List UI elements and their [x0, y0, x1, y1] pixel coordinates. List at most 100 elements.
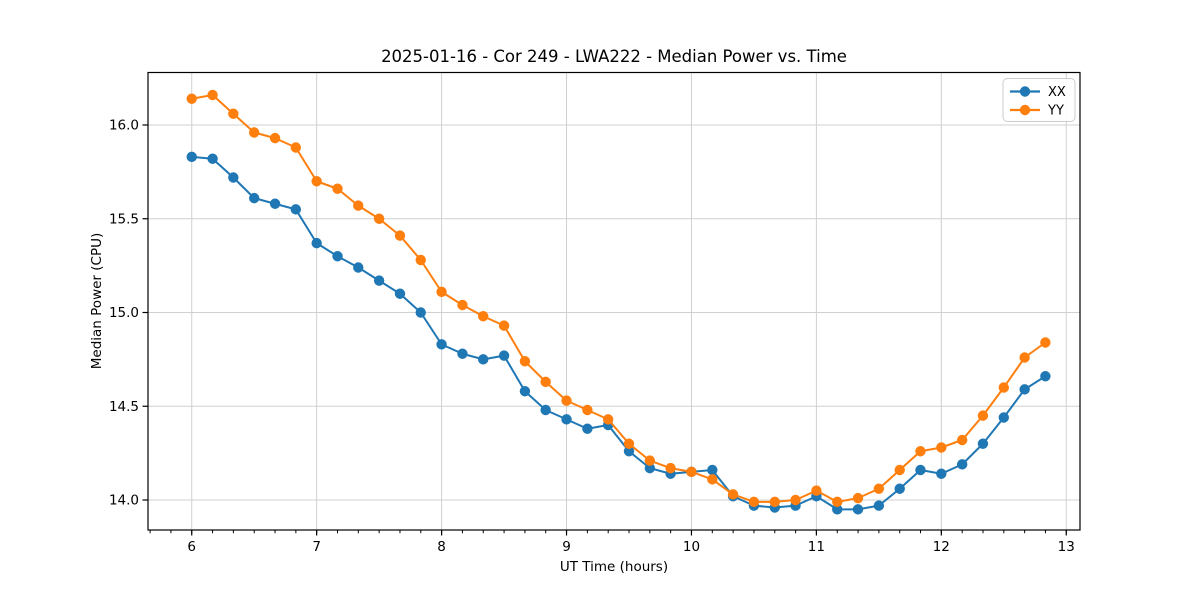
data-point-xx [332, 251, 343, 262]
data-point-yy [436, 286, 447, 298]
legend-label: YY [1047, 104, 1064, 119]
x-axis-label: UT Time (hours) [559, 559, 669, 575]
data-point-yy [623, 438, 635, 449]
data-point-xx [644, 462, 656, 474]
data-point-yy [915, 446, 926, 457]
data-point-yy [311, 176, 322, 187]
legend-label: XX [1048, 85, 1066, 100]
data-point-yy [1019, 352, 1030, 363]
data-point-xx [457, 348, 468, 359]
x-axis: 6 7 8 9 10 11 12 13 [149, 530, 1075, 555]
data-point-xx [894, 483, 905, 494]
data-point-yy [269, 132, 281, 144]
plot-frame [147, 71, 1081, 531]
data-point-yy [998, 382, 1009, 393]
data-point-yy [686, 466, 697, 478]
data-point-yy [582, 404, 593, 416]
data-point-xx [519, 386, 531, 397]
data-point-yy [790, 494, 801, 506]
data-point-yy [665, 462, 676, 474]
data-point-yy [478, 311, 489, 322]
data-point-yy [457, 299, 468, 311]
series-yy [186, 89, 1051, 508]
x-tick-label: 6 [187, 539, 196, 555]
data-point-yy [394, 230, 406, 241]
data-point-yy [332, 183, 343, 194]
data-point-xx [186, 151, 197, 163]
data-point-xx [707, 464, 718, 476]
x-tick-label: 9 [562, 539, 571, 555]
data-point-xx [540, 404, 551, 416]
series-line-yy [191, 94, 1046, 503]
data-point-yy [373, 213, 385, 224]
data-point-yy [707, 474, 718, 485]
y-axis-label: Median Power (CPU) [89, 232, 105, 370]
data-point-yy [748, 496, 760, 508]
x-tick-label: 7 [312, 539, 321, 555]
data-point-yy [353, 200, 364, 211]
data-point-yy [977, 410, 989, 421]
data-point-xx [998, 412, 1009, 423]
data-point-xx [228, 172, 239, 183]
data-point-yy [1040, 337, 1051, 348]
data-point-yy [832, 496, 843, 508]
data-point-xx [873, 500, 885, 511]
data-point-yy [852, 492, 864, 504]
data-point-yy [290, 142, 301, 153]
data-point-yy [727, 489, 739, 500]
y-tick-label: 14.5 [109, 399, 139, 415]
y-tick-label: 16.0 [109, 118, 139, 134]
y-tick-label: 14.0 [109, 493, 139, 509]
data-point-yy [769, 496, 780, 508]
data-point-xx [311, 237, 322, 249]
data-point-yy [956, 434, 968, 446]
legend-marker [1019, 104, 1031, 116]
data-point-yy [228, 108, 239, 119]
x-tick-label: 11 [808, 539, 825, 555]
x-tick-label: 12 [933, 539, 950, 555]
data-point-xx [915, 464, 926, 476]
data-point-xx [977, 438, 989, 449]
data-point-xx [415, 307, 426, 318]
legend-entry-yy: YY [1010, 104, 1064, 119]
data-point-yy [561, 395, 572, 406]
y-axis: 14.0 14.5 15.0 15.5 16.0 [109, 118, 148, 509]
x-tick-label: 10 [683, 539, 700, 555]
chart-title: 2025-01-16 - Cor 249 - LWA222 - Median P… [381, 47, 847, 66]
grid-lines [148, 72, 1080, 530]
data-point-xx [623, 446, 635, 457]
data-point-xx [373, 275, 385, 286]
data-point-xx [290, 204, 301, 215]
data-point-yy [498, 320, 510, 331]
data-point-yy [894, 464, 905, 476]
series-line-xx [191, 155, 1046, 511]
data-point-xx [436, 339, 447, 350]
data-point-xx [207, 153, 218, 164]
data-point-yy [873, 483, 885, 494]
data-point-xx [269, 198, 281, 209]
data-point-yy [415, 254, 426, 266]
data-point-yy [602, 414, 614, 425]
data-point-yy [519, 356, 531, 367]
data-point-xx [936, 468, 947, 479]
data-point-xx [1019, 384, 1030, 395]
data-point-xx [832, 504, 843, 515]
data-point-xx [852, 504, 864, 515]
series-xx [186, 151, 1051, 515]
data-point-yy [207, 89, 218, 101]
data-point-yy [644, 455, 656, 466]
data-point-xx [582, 423, 593, 434]
data-point-yy [936, 442, 947, 453]
data-point-xx [498, 350, 510, 361]
data-point-yy [186, 93, 197, 104]
data-point-xx [956, 459, 968, 470]
data-point-xx [561, 414, 572, 425]
legend-entry-xx: XX [1010, 85, 1066, 100]
y-tick-label: 15.5 [109, 211, 139, 227]
data-point-yy [248, 127, 260, 138]
data-point-yy [811, 485, 822, 496]
data-point-xx [353, 262, 364, 273]
legend: XX YY [1002, 78, 1076, 122]
